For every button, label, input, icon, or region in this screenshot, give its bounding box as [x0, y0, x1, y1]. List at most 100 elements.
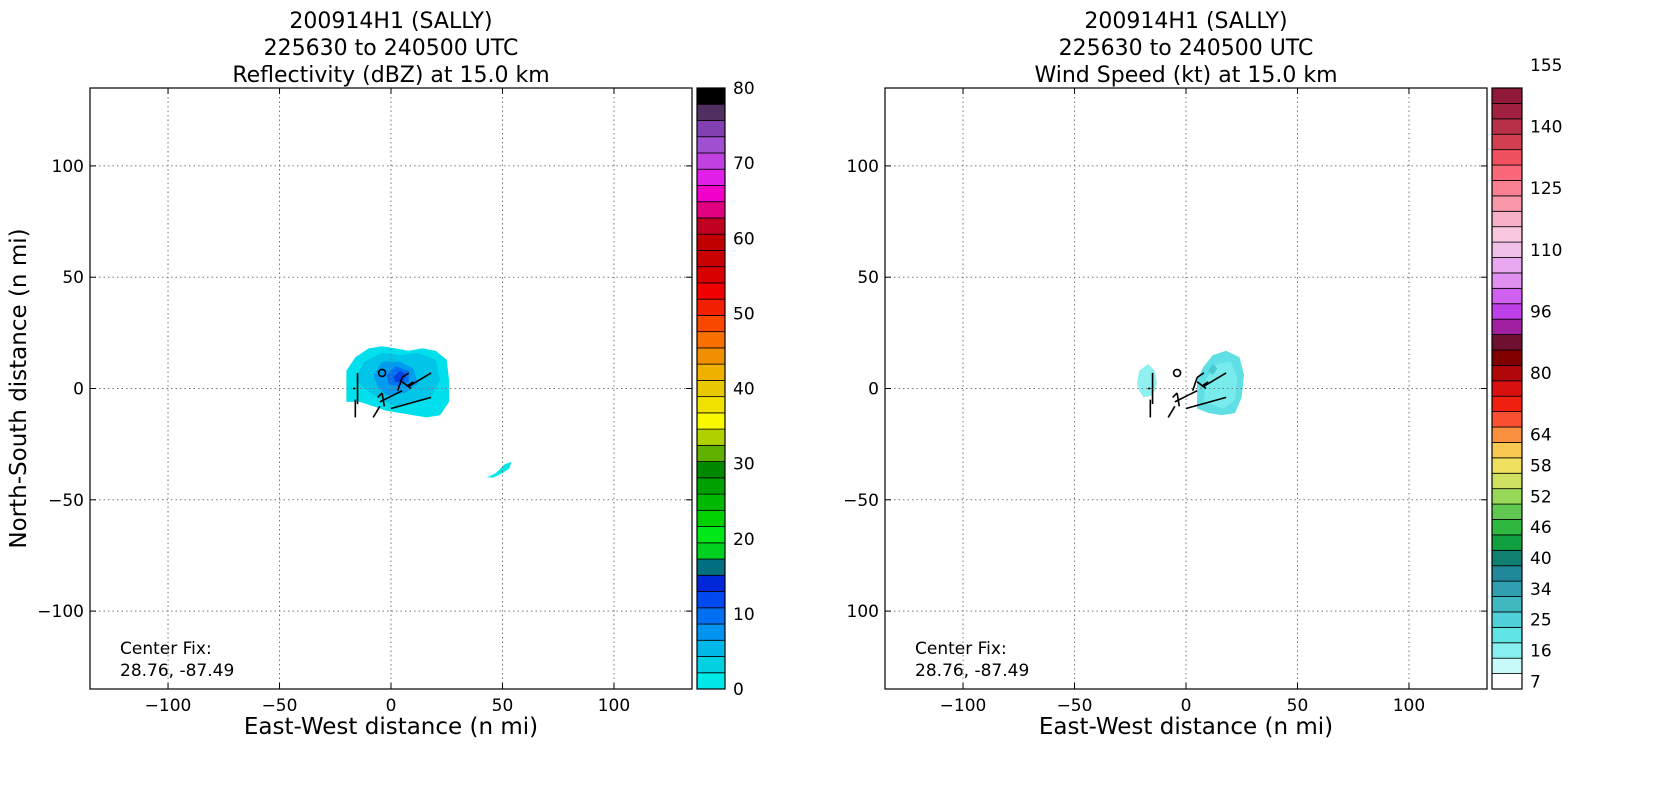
colorbar-cell: [1491, 334, 1523, 351]
flight-track-segment: [372, 405, 381, 418]
x-tick-label: 100: [1393, 696, 1425, 716]
colorbar-tick-label: 64: [1530, 426, 1552, 446]
colorbar-tick-label: 20: [733, 530, 755, 550]
y-tick-label: −50: [48, 491, 84, 511]
colorbar-tick-label: 40: [1530, 549, 1552, 569]
y-axis-label: North-South distance (n mi): [6, 228, 32, 548]
flight-track-segment: [401, 372, 410, 379]
flight-track-segment: [377, 392, 383, 398]
colorbar-cell: [696, 363, 726, 381]
colorbar-cell: [1491, 673, 1523, 690]
flight-track-segment: [392, 390, 403, 396]
colorbar-tick-label: 140: [1530, 118, 1562, 138]
colorbar-cell: [696, 185, 726, 203]
colorbar-cell: [696, 574, 726, 592]
colorbar-cell: [1491, 626, 1523, 644]
colorbar-tick-label: 16: [1530, 641, 1552, 661]
chart-title-line-1: 200914H1 (SALLY): [1084, 9, 1287, 34]
colorbar-cell: [1491, 180, 1523, 197]
colorbar-cell: [1491, 457, 1523, 474]
colorbar-tick-label: 10: [733, 605, 755, 625]
colorbar-cell: [696, 461, 726, 479]
flight-track-segment: [1191, 377, 1198, 391]
colorbar-tick-label: 50: [733, 304, 755, 324]
colorbar-cell: [1491, 611, 1523, 628]
colorbar-cell: [1491, 472, 1523, 490]
x-tick-label: 50: [492, 696, 514, 716]
x-axis-label: East-West distance (n mi): [244, 714, 538, 740]
colorbar-cell: [1491, 364, 1523, 382]
colorbar-cell: [1491, 503, 1523, 520]
y-tick-label: 100: [847, 157, 879, 177]
x-tick-label: 100: [598, 696, 630, 716]
colorbar-tick-label: 60: [733, 229, 755, 249]
colorbar-cell: [1491, 596, 1523, 613]
center-marker: [377, 368, 387, 378]
colorbar-cell: [696, 103, 726, 121]
colorbar-tick-label: 58: [1530, 457, 1552, 477]
colorbar-tick-label: 46: [1530, 518, 1552, 538]
chart-title-line-3: Wind Speed (kt) at 15.0 km: [1034, 63, 1337, 88]
colorbar-cell: [696, 87, 726, 105]
colorbar-cell: [696, 250, 726, 268]
colorbar-frame: [696, 87, 726, 690]
wind-speed-chart: 200914H1 (SALLY)225630 to 240500 UTCWind…: [801, 9, 1562, 740]
reflectivity-panel: 200914H1 (SALLY) 225630 to 240500 UTC Refl…: [0, 0, 827, 787]
flight-track-segment: [1196, 372, 1205, 379]
colorbar-cell: [1491, 380, 1523, 397]
colorbar-cell: [1491, 149, 1523, 166]
colorbar-cell: [696, 444, 726, 462]
flight-track-segment: [1167, 405, 1176, 418]
x-tick-label: 0: [386, 696, 397, 716]
chart-title-line-3: Reflectivity (dBZ) at 15.0 km: [232, 63, 549, 88]
colorbar-tick-label: 80: [1530, 364, 1552, 384]
colorbar-cell: [696, 428, 726, 446]
chart-title-line-1: 200914H1 (SALLY): [289, 9, 492, 34]
y-tick-label: −100: [37, 602, 84, 622]
y-tick-label: 0: [73, 380, 84, 400]
colorbar-cell: [696, 526, 726, 544]
flight-track-segment: [1185, 396, 1227, 410]
x-tick-label: 0: [1181, 696, 1192, 716]
colorbar-tick-label: 25: [1530, 611, 1552, 631]
center-fix-label: Center Fix:: [120, 639, 212, 659]
colorbar-tick-label: 34: [1530, 580, 1552, 600]
colorbar-cell: [1491, 657, 1523, 674]
colorbar-cell: [1491, 241, 1523, 258]
colorbar-cell: [696, 477, 726, 495]
colorbar-cell: [696, 509, 726, 527]
flight-track-segment: [1174, 394, 1189, 403]
colorbar-cell: [696, 331, 726, 349]
colorbar-cell: [696, 639, 726, 657]
colorbar-frame: [1491, 87, 1523, 690]
center-marker: [1172, 368, 1182, 378]
colorbar-cell: [1491, 257, 1523, 274]
y-tick-label: 50: [62, 268, 84, 288]
y-tick-label: 100: [52, 157, 84, 177]
colorbar-cell: [696, 298, 726, 316]
echo-shape-6: [486, 462, 512, 478]
colorbar-cell: [696, 168, 726, 186]
colorbar-tick-label: 52: [1530, 487, 1552, 507]
colorbar-cell: [1491, 642, 1523, 659]
colorbar-cell: [1491, 426, 1523, 443]
flight-track-segment: [1201, 381, 1209, 387]
x-tick-label: −50: [262, 696, 298, 716]
colorbar-cell: [1491, 287, 1523, 305]
y-tick-label: 0: [868, 380, 879, 400]
wind-speed-panel: 200914H1 (SALLY) 225630 to 240500 UTC Wind…: [801, 0, 1654, 787]
x-tick-label: 50: [1287, 696, 1309, 716]
colorbar-cell: [1491, 519, 1523, 536]
colorbar-cell: [696, 233, 726, 251]
colorbar-cell: [1491, 549, 1523, 567]
flight-track-segment: [1196, 381, 1207, 390]
colorbar-tick-label: 125: [1530, 179, 1562, 199]
colorbar-cell: [696, 217, 726, 235]
colorbar-cell: [696, 607, 726, 625]
colorbar-cell: [696, 672, 726, 690]
colorbar-cell: [1491, 226, 1523, 243]
flight-track-segment: [390, 396, 432, 410]
colorbar-cell: [1491, 164, 1523, 181]
colorbar-cell: [696, 266, 726, 284]
colorbar-cell: [1491, 488, 1523, 505]
